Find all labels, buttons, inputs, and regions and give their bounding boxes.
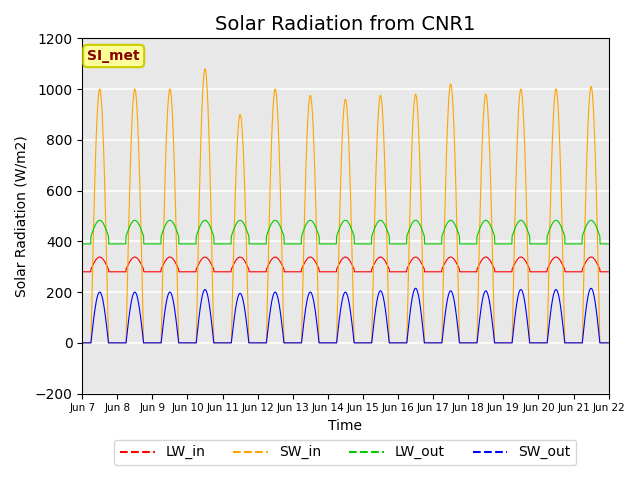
SW_in bbox=[605, 340, 612, 346]
SW_out bbox=[225, 340, 233, 346]
SW_in bbox=[573, 340, 580, 346]
SW_out bbox=[558, 315, 566, 321]
SW_in bbox=[499, 340, 506, 346]
Line: SW_out: SW_out bbox=[82, 288, 609, 343]
Line: LW_in: LW_in bbox=[82, 257, 609, 272]
SW_out bbox=[499, 340, 506, 346]
Text: SI_met: SI_met bbox=[88, 49, 140, 63]
LW_in bbox=[499, 269, 506, 275]
LW_out bbox=[558, 226, 566, 232]
LW_out bbox=[605, 241, 612, 247]
SW_out bbox=[605, 340, 612, 346]
LW_in bbox=[605, 269, 612, 275]
SW_out bbox=[573, 340, 580, 346]
Title: Solar Radiation from CNR1: Solar Radiation from CNR1 bbox=[215, 15, 476, 34]
LW_out bbox=[225, 241, 233, 247]
SW_in bbox=[225, 340, 233, 346]
LW_in bbox=[372, 258, 380, 264]
LW_out bbox=[372, 223, 380, 228]
LW_in bbox=[78, 269, 86, 275]
X-axis label: Time: Time bbox=[328, 419, 362, 433]
SW_out bbox=[372, 307, 380, 312]
SW_in bbox=[360, 340, 368, 346]
Y-axis label: Solar Radiation (W/m2): Solar Radiation (W/m2) bbox=[15, 135, 29, 297]
SW_out bbox=[78, 340, 86, 346]
Line: LW_out: LW_out bbox=[82, 220, 609, 244]
SW_in bbox=[201, 66, 209, 72]
LW_in bbox=[558, 261, 566, 266]
SW_in bbox=[372, 173, 380, 179]
LW_in bbox=[360, 269, 368, 275]
LW_out bbox=[78, 241, 86, 247]
SW_out bbox=[360, 340, 368, 346]
LW_out bbox=[573, 241, 580, 247]
SW_out bbox=[412, 286, 419, 291]
Legend: LW_in, SW_in, LW_out, SW_out: LW_in, SW_in, LW_out, SW_out bbox=[115, 440, 577, 465]
SW_in bbox=[78, 340, 86, 346]
SW_in bbox=[558, 223, 566, 228]
LW_out bbox=[499, 241, 506, 247]
LW_in bbox=[573, 269, 580, 275]
LW_out bbox=[96, 217, 104, 223]
LW_in bbox=[225, 269, 233, 275]
Line: SW_in: SW_in bbox=[82, 69, 609, 343]
LW_in bbox=[96, 254, 104, 260]
LW_out bbox=[360, 241, 368, 247]
